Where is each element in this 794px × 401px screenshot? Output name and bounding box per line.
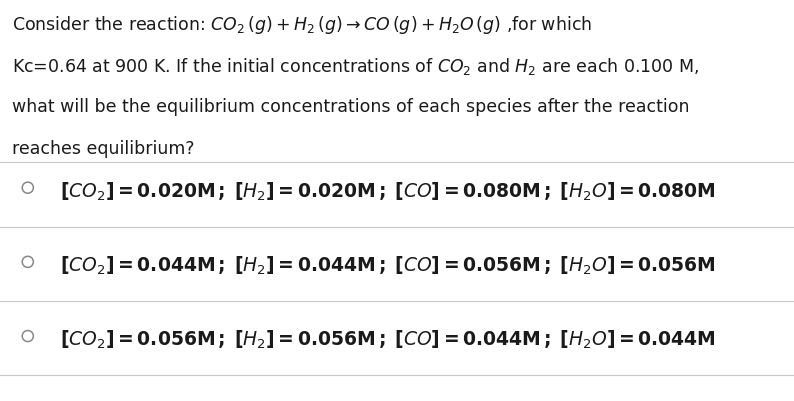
Text: $\mathbf{[\mathit{CO_2}] = 0.056M\,;\;[\mathit{H_2}] = 0.056M\,;\;[\mathit{CO}] : $\mathbf{[\mathit{CO_2}] = 0.056M\,;\;[\…: [60, 329, 715, 351]
Text: $\mathbf{[\mathit{CO_2}] = 0.044M\,;\;[\mathit{H_2}] = 0.044M\,;\;[\mathit{CO}] : $\mathbf{[\mathit{CO_2}] = 0.044M\,;\;[\…: [60, 255, 715, 277]
Text: reaches equilibrium?: reaches equilibrium?: [12, 140, 195, 158]
Text: Kc=0.64 at 900 K. If the initial concentrations of $\mathbf{\mathit{CO_2}}$ and : Kc=0.64 at 900 K. If the initial concent…: [12, 56, 699, 77]
Text: $\mathbf{[\mathit{CO_2}] = 0.020M\,;\;[\mathit{H_2}] = 0.020M\,;\;[\mathit{CO}] : $\mathbf{[\mathit{CO_2}] = 0.020M\,;\;[\…: [60, 180, 715, 203]
Text: Consider the reaction: $\mathbf{\mathit{CO_2}}\,(g) + \mathbf{\mathit{H_2}}\,(g): Consider the reaction: $\mathbf{\mathit{…: [12, 14, 592, 36]
Text: what will be the equilibrium concentrations of each species after the reaction: what will be the equilibrium concentrati…: [12, 98, 689, 116]
